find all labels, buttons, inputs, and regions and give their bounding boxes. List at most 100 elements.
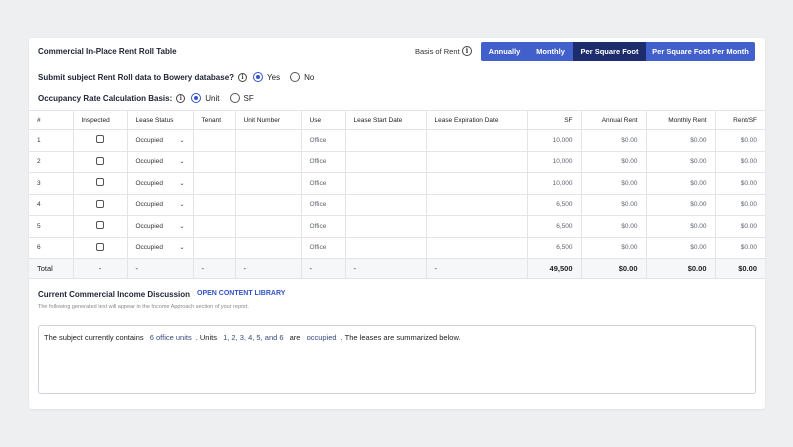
monthly-rent-cell[interactable]: $0.00	[646, 194, 716, 216]
sf-cell[interactable]: 6,500	[527, 215, 582, 238]
column-header: SF	[527, 110, 582, 130]
use-cell[interactable]: Office	[301, 172, 346, 195]
lease-start-cell[interactable]	[345, 194, 427, 216]
submit-yes-radio[interactable]	[253, 72, 264, 82]
use-cell[interactable]: Office	[301, 215, 346, 238]
inspected-cell	[73, 129, 128, 152]
table-title: Commercial In-Place Rent Roll Table	[38, 47, 177, 56]
unit-number-cell[interactable]	[235, 194, 302, 216]
annual-rent-cell[interactable]: $0.00	[581, 215, 647, 238]
use-cell[interactable]: Office	[301, 129, 346, 152]
discussion-text: . The leases are summarized below.	[340, 333, 461, 342]
annual-rent-cell[interactable]: $0.00	[581, 172, 647, 195]
column-header: Inspected	[73, 110, 128, 130]
inspected-checkbox[interactable]	[96, 199, 104, 208]
monthly-rent-cell[interactable]: $0.00	[646, 215, 716, 238]
annual-rent-cell[interactable]: $0.00	[581, 194, 647, 216]
unit-number-cell[interactable]	[235, 215, 302, 238]
lease-expiration-cell[interactable]	[426, 215, 528, 238]
occupancy-unit-radio[interactable]	[191, 93, 202, 103]
sf-cell[interactable]: 6,500	[527, 237, 582, 259]
lease-expiration-cell[interactable]	[426, 237, 528, 259]
lease-status-select[interactable]: Occupied ⌄	[136, 201, 185, 208]
basis-per-square-foot-button[interactable]: Per Square Foot	[573, 42, 646, 61]
lease-status-value: Occupied	[135, 179, 163, 187]
tenant-cell[interactable]	[193, 215, 236, 238]
lease-expiration-cell[interactable]	[426, 172, 528, 195]
lease-status-cell: Occupied ⌄	[127, 194, 194, 216]
rent-per-sf-cell[interactable]: $0.00	[715, 129, 765, 152]
sf-cell[interactable]: 10,000	[527, 151, 582, 173]
lease-expiration-cell[interactable]	[426, 129, 528, 152]
units-chip[interactable]: 6 office units	[149, 333, 192, 342]
basis-annually-button[interactable]: Annually	[481, 42, 528, 61]
lease-status-select[interactable]: Occupied ⌄	[136, 244, 185, 251]
info-icon[interactable]: i	[176, 93, 186, 103]
tenant-cell[interactable]	[193, 172, 236, 195]
unit-number-cell[interactable]	[235, 151, 302, 173]
monthly-rent-cell[interactable]: $0.00	[646, 172, 716, 195]
lease-start-cell[interactable]	[345, 215, 427, 238]
row-number: 6	[29, 237, 74, 259]
occupancy-sf-radio[interactable]	[229, 93, 240, 103]
column-header: Tenant	[193, 110, 236, 130]
discussion-text-editor[interactable]: The subject currently contains 6 office …	[38, 325, 756, 394]
monthly-rent-cell[interactable]: $0.00	[646, 237, 716, 259]
info-icon[interactable]: i	[462, 46, 472, 56]
unit-number-cell[interactable]	[235, 237, 302, 259]
annual-rent-cell[interactable]: $0.00	[581, 129, 647, 152]
submit-rent-roll-label: Submit subject Rent Roll data to Bowery …	[38, 72, 235, 82]
basis-monthly-button[interactable]: Monthly	[528, 42, 573, 61]
inspected-checkbox[interactable]	[96, 221, 104, 230]
rent-per-sf-cell[interactable]: $0.00	[715, 172, 765, 195]
tenant-cell[interactable]	[193, 151, 236, 173]
use-cell[interactable]: Office	[301, 151, 346, 173]
inspected-checkbox[interactable]	[96, 178, 104, 187]
unit-list-chip[interactable]: 1, 2, 3, 4, 5, and 6	[223, 333, 284, 342]
monthly-rent-cell[interactable]: $0.00	[646, 151, 716, 173]
monthly-rent-cell[interactable]: $0.00	[646, 129, 716, 152]
table-row: 3 Occupied ⌄ Office 10,000 $0.00 $0.00 $0.00	[29, 172, 765, 195]
rent-per-sf-cell[interactable]: $0.00	[715, 151, 765, 173]
open-content-library-link[interactable]: OPEN CONTENT LIBRARY	[197, 290, 286, 297]
tenant-cell[interactable]	[193, 129, 236, 152]
lease-start-cell[interactable]	[345, 129, 427, 152]
sf-cell[interactable]: 10,000	[527, 172, 582, 195]
lease-start-cell[interactable]	[345, 151, 427, 173]
lease-status-select[interactable]: Occupied ⌄	[136, 158, 185, 165]
lease-start-cell[interactable]	[345, 172, 427, 195]
occupancy-status-chip[interactable]: occupied	[306, 333, 337, 342]
lease-expiration-cell[interactable]	[426, 151, 528, 173]
rent-per-sf-cell[interactable]: $0.00	[715, 237, 765, 259]
lease-expiration-cell[interactable]	[426, 194, 528, 216]
submit-no-radio[interactable]	[290, 72, 301, 82]
lease-status-select[interactable]: Occupied ⌄	[136, 223, 185, 230]
total-dash: -	[73, 258, 128, 279]
tenant-cell[interactable]	[193, 237, 236, 259]
sf-cell[interactable]: 10,000	[527, 129, 582, 152]
occupancy-unit-label: Unit	[205, 93, 220, 103]
lease-status-select[interactable]: Occupied ⌄	[136, 137, 185, 144]
lease-status-value: Occupied	[135, 222, 163, 230]
sf-cell[interactable]: 6,500	[527, 194, 582, 216]
inspected-checkbox[interactable]	[96, 242, 104, 251]
rent-per-sf-cell[interactable]: $0.00	[715, 194, 765, 216]
use-cell[interactable]: Office	[301, 237, 346, 259]
unit-number-cell[interactable]	[235, 129, 302, 152]
lease-status-select[interactable]: Occupied ⌄	[136, 180, 185, 187]
info-icon[interactable]: i	[238, 72, 248, 82]
inspected-checkbox[interactable]	[96, 135, 104, 144]
unit-number-cell[interactable]	[235, 172, 302, 195]
column-header: Lease Status	[127, 110, 194, 130]
tenant-cell[interactable]	[193, 194, 236, 216]
column-header: Monthly Rent	[646, 110, 716, 130]
annual-rent-cell[interactable]: $0.00	[581, 151, 647, 173]
use-cell[interactable]: Office	[301, 194, 346, 216]
table-header-row: # Inspected Lease Status Tenant Unit Num…	[29, 110, 765, 130]
rent-per-sf-cell[interactable]: $0.00	[715, 215, 765, 238]
submit-yes-label: Yes	[267, 72, 281, 82]
inspected-checkbox[interactable]	[96, 156, 104, 165]
basis-per-square-foot-per-month-button[interactable]: Per Square Foot Per Month	[646, 42, 755, 61]
annual-rent-cell[interactable]: $0.00	[581, 237, 647, 259]
lease-start-cell[interactable]	[345, 237, 427, 259]
